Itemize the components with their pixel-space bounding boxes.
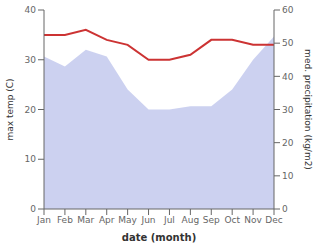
svg-text:Apr: Apr (99, 215, 115, 225)
svg-text:Feb: Feb (57, 215, 73, 225)
svg-text:50: 50 (282, 38, 294, 48)
svg-text:30: 30 (25, 55, 37, 65)
svg-text:max temp (C): max temp (C) (8, 78, 15, 140)
svg-text:20: 20 (282, 138, 294, 148)
svg-text:Oct: Oct (224, 215, 240, 225)
svg-text:0: 0 (282, 204, 288, 214)
svg-text:Jun: Jun (141, 215, 156, 225)
svg-text:20: 20 (25, 105, 37, 115)
svg-text:10: 10 (25, 154, 37, 164)
svg-text:30: 30 (282, 105, 294, 115)
svg-text:Mar: Mar (77, 215, 94, 225)
svg-text:med. precipitation (kg/m2): med. precipitation (kg/m2) (303, 49, 310, 170)
svg-text:10: 10 (282, 171, 294, 181)
svg-text:Jan: Jan (36, 215, 51, 225)
svg-text:40: 40 (282, 72, 294, 82)
svg-text:date (month): date (month) (122, 232, 196, 243)
svg-text:40: 40 (25, 5, 37, 15)
svg-text:Jul: Jul (163, 215, 175, 225)
svg-text:Dec: Dec (265, 215, 282, 225)
svg-text:0: 0 (30, 204, 36, 214)
svg-text:May: May (118, 215, 137, 225)
svg-text:Aug: Aug (182, 215, 200, 225)
svg-text:Sep: Sep (203, 215, 220, 225)
svg-text:60: 60 (282, 5, 294, 15)
svg-text:Nov: Nov (244, 215, 262, 225)
